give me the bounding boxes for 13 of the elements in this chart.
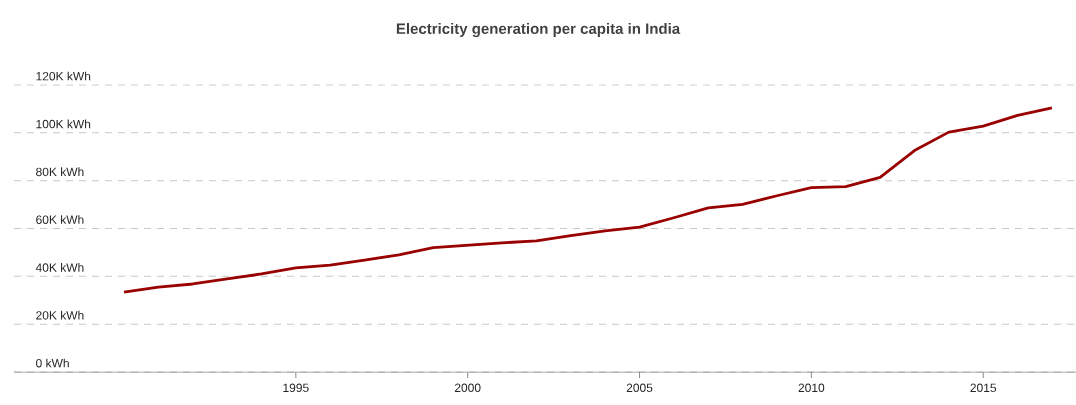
y-tick-label: 40K kWh <box>35 262 84 272</box>
y-tick-label: 100K kWh <box>36 119 91 129</box>
chart-title: Electricity generation per capita in India <box>396 22 681 38</box>
y-tick-label: 0 kWh <box>36 358 69 368</box>
y-tick-label: 80K kWh <box>36 167 84 177</box>
x-tick-label: 2000 <box>454 383 481 393</box>
x-tick-label: 2015 <box>970 383 997 393</box>
y-tick-label: 60K kWh <box>36 215 84 224</box>
x-tick-label: 1995 <box>283 383 309 393</box>
x-tick-label: 2010 <box>798 383 825 393</box>
y-tick-label: 20K kWh <box>36 310 84 320</box>
y-tick-label: 120K kWh <box>36 71 91 81</box>
x-tick-label: 2005 <box>626 383 653 393</box>
